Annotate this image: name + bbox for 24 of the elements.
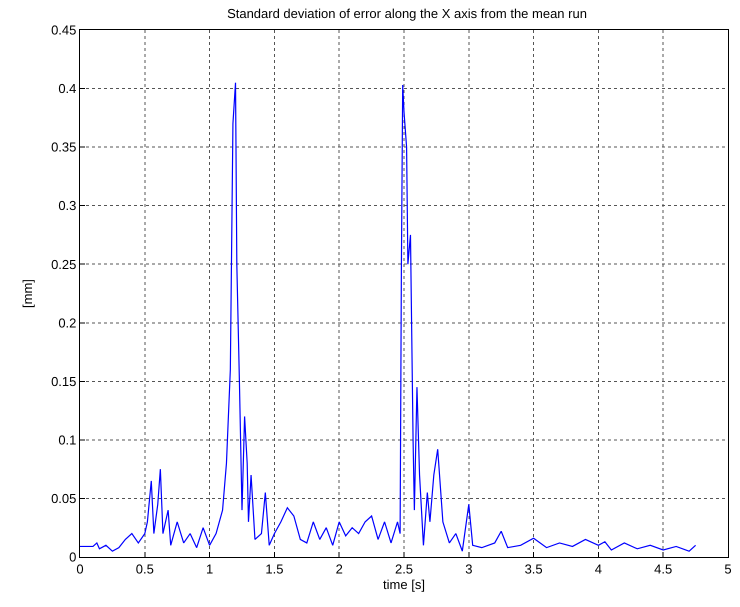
x-tick-label: 0.5 — [136, 562, 154, 577]
y-tick-label: 0.2 — [58, 315, 76, 330]
x-tick-label: 5 — [724, 562, 732, 577]
x-tick-label: 1.5 — [265, 562, 284, 577]
chart-title: Standard deviation of error along the X axis from the mean run — [227, 6, 587, 22]
y-tick-label: 0.15 — [51, 374, 76, 389]
y-tick-label: 0.05 — [51, 490, 76, 506]
x-tick-label: 3 — [465, 562, 472, 577]
x-axis-title: time [s] — [383, 577, 425, 592]
x-tick-label: 2 — [336, 562, 343, 577]
x-tick-label: 2.5 — [394, 562, 414, 577]
x-tick-label: 3.5 — [524, 562, 543, 577]
y-tick-label: 0.1 — [58, 432, 76, 448]
x-tick-label: 1 — [206, 562, 214, 577]
y-tick-label: 0.45 — [51, 22, 76, 38]
x-tick-label: 4 — [594, 562, 602, 577]
y-tick-label: 0.25 — [51, 256, 76, 272]
y-tick-label: 0.4 — [58, 81, 76, 96]
y-axis-title: [mm] — [20, 279, 36, 308]
y-tick-label: 0 — [69, 550, 76, 565]
y-tick-label: 0.3 — [58, 198, 76, 214]
y-tick-label: 0.35 — [51, 140, 76, 155]
line-series — [80, 82, 696, 552]
x-tick-label: 4.5 — [654, 562, 672, 577]
